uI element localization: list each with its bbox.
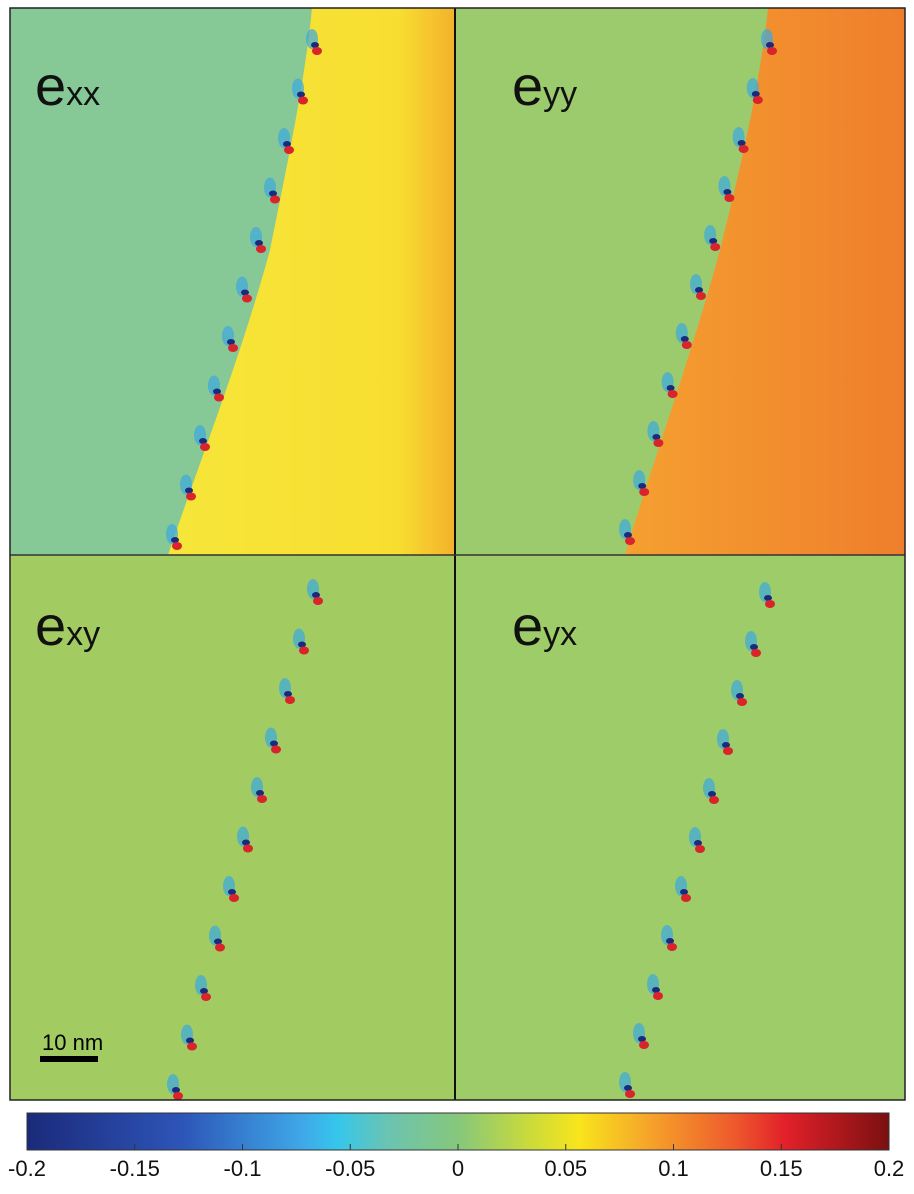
tick-label: -0.1 <box>224 1156 262 1181</box>
core-red <box>270 196 280 204</box>
scale-bar: 10 nm <box>40 1030 103 1062</box>
scale-label: 10 nm <box>42 1030 103 1055</box>
core-red <box>668 390 678 398</box>
core-red <box>737 698 747 706</box>
core-red <box>709 796 719 804</box>
symbol: e <box>35 594 66 657</box>
core-red <box>312 47 322 55</box>
core-red <box>724 194 734 202</box>
core-red <box>214 394 224 402</box>
core-red <box>172 542 182 550</box>
tick-label: 0.15 <box>760 1156 803 1181</box>
tick-label: 0.2 <box>874 1156 905 1181</box>
symbol: e <box>35 54 66 117</box>
core-red <box>243 845 253 853</box>
core-red <box>653 439 663 447</box>
maps <box>10 8 905 1100</box>
core-red <box>723 747 733 755</box>
core-red <box>187 1043 197 1051</box>
core-red <box>639 1041 649 1049</box>
tick-label: -0.2 <box>8 1156 46 1181</box>
symbol: e <box>512 594 543 657</box>
core-red <box>682 341 692 349</box>
core-red <box>285 696 295 704</box>
subscript: xy <box>66 615 100 653</box>
core-red <box>681 894 691 902</box>
core-red <box>625 537 635 545</box>
core-red <box>229 894 239 902</box>
tick-label: 0.1 <box>658 1156 689 1181</box>
core-red <box>765 600 775 608</box>
scale-line <box>40 1056 98 1062</box>
core-red <box>173 1092 183 1100</box>
tick-label: -0.15 <box>110 1156 160 1181</box>
core-red <box>653 992 663 1000</box>
subscript: xx <box>66 75 100 113</box>
core-red <box>200 443 210 451</box>
figure: exx eyy exy eyx 10 nm -0.2-0.15-0.1-0.05… <box>0 0 914 1194</box>
core-red <box>667 943 677 951</box>
core-red <box>215 944 225 952</box>
subscript: yy <box>543 75 577 113</box>
core-red <box>228 344 238 352</box>
core-red <box>751 649 761 657</box>
subscript: yx <box>543 615 577 653</box>
core-red <box>710 243 720 251</box>
core-red <box>298 97 308 105</box>
core-red <box>201 993 211 1001</box>
core-red <box>271 746 281 754</box>
core-red <box>313 597 323 605</box>
core-red <box>739 145 749 153</box>
tick-label: 0.05 <box>544 1156 587 1181</box>
tick-label: 0 <box>452 1156 464 1181</box>
core-red <box>767 47 777 55</box>
core-red <box>695 845 705 853</box>
tick-label: -0.05 <box>325 1156 375 1181</box>
core-red <box>299 647 309 655</box>
core-red <box>625 1090 635 1098</box>
core-red <box>256 245 266 253</box>
core-red <box>696 292 706 300</box>
symbol: e <box>512 54 543 117</box>
core-red <box>284 146 294 154</box>
core-red <box>242 295 252 303</box>
core-red <box>186 493 196 501</box>
core-red <box>639 488 649 496</box>
core-red <box>753 96 763 104</box>
core-red <box>257 795 267 803</box>
